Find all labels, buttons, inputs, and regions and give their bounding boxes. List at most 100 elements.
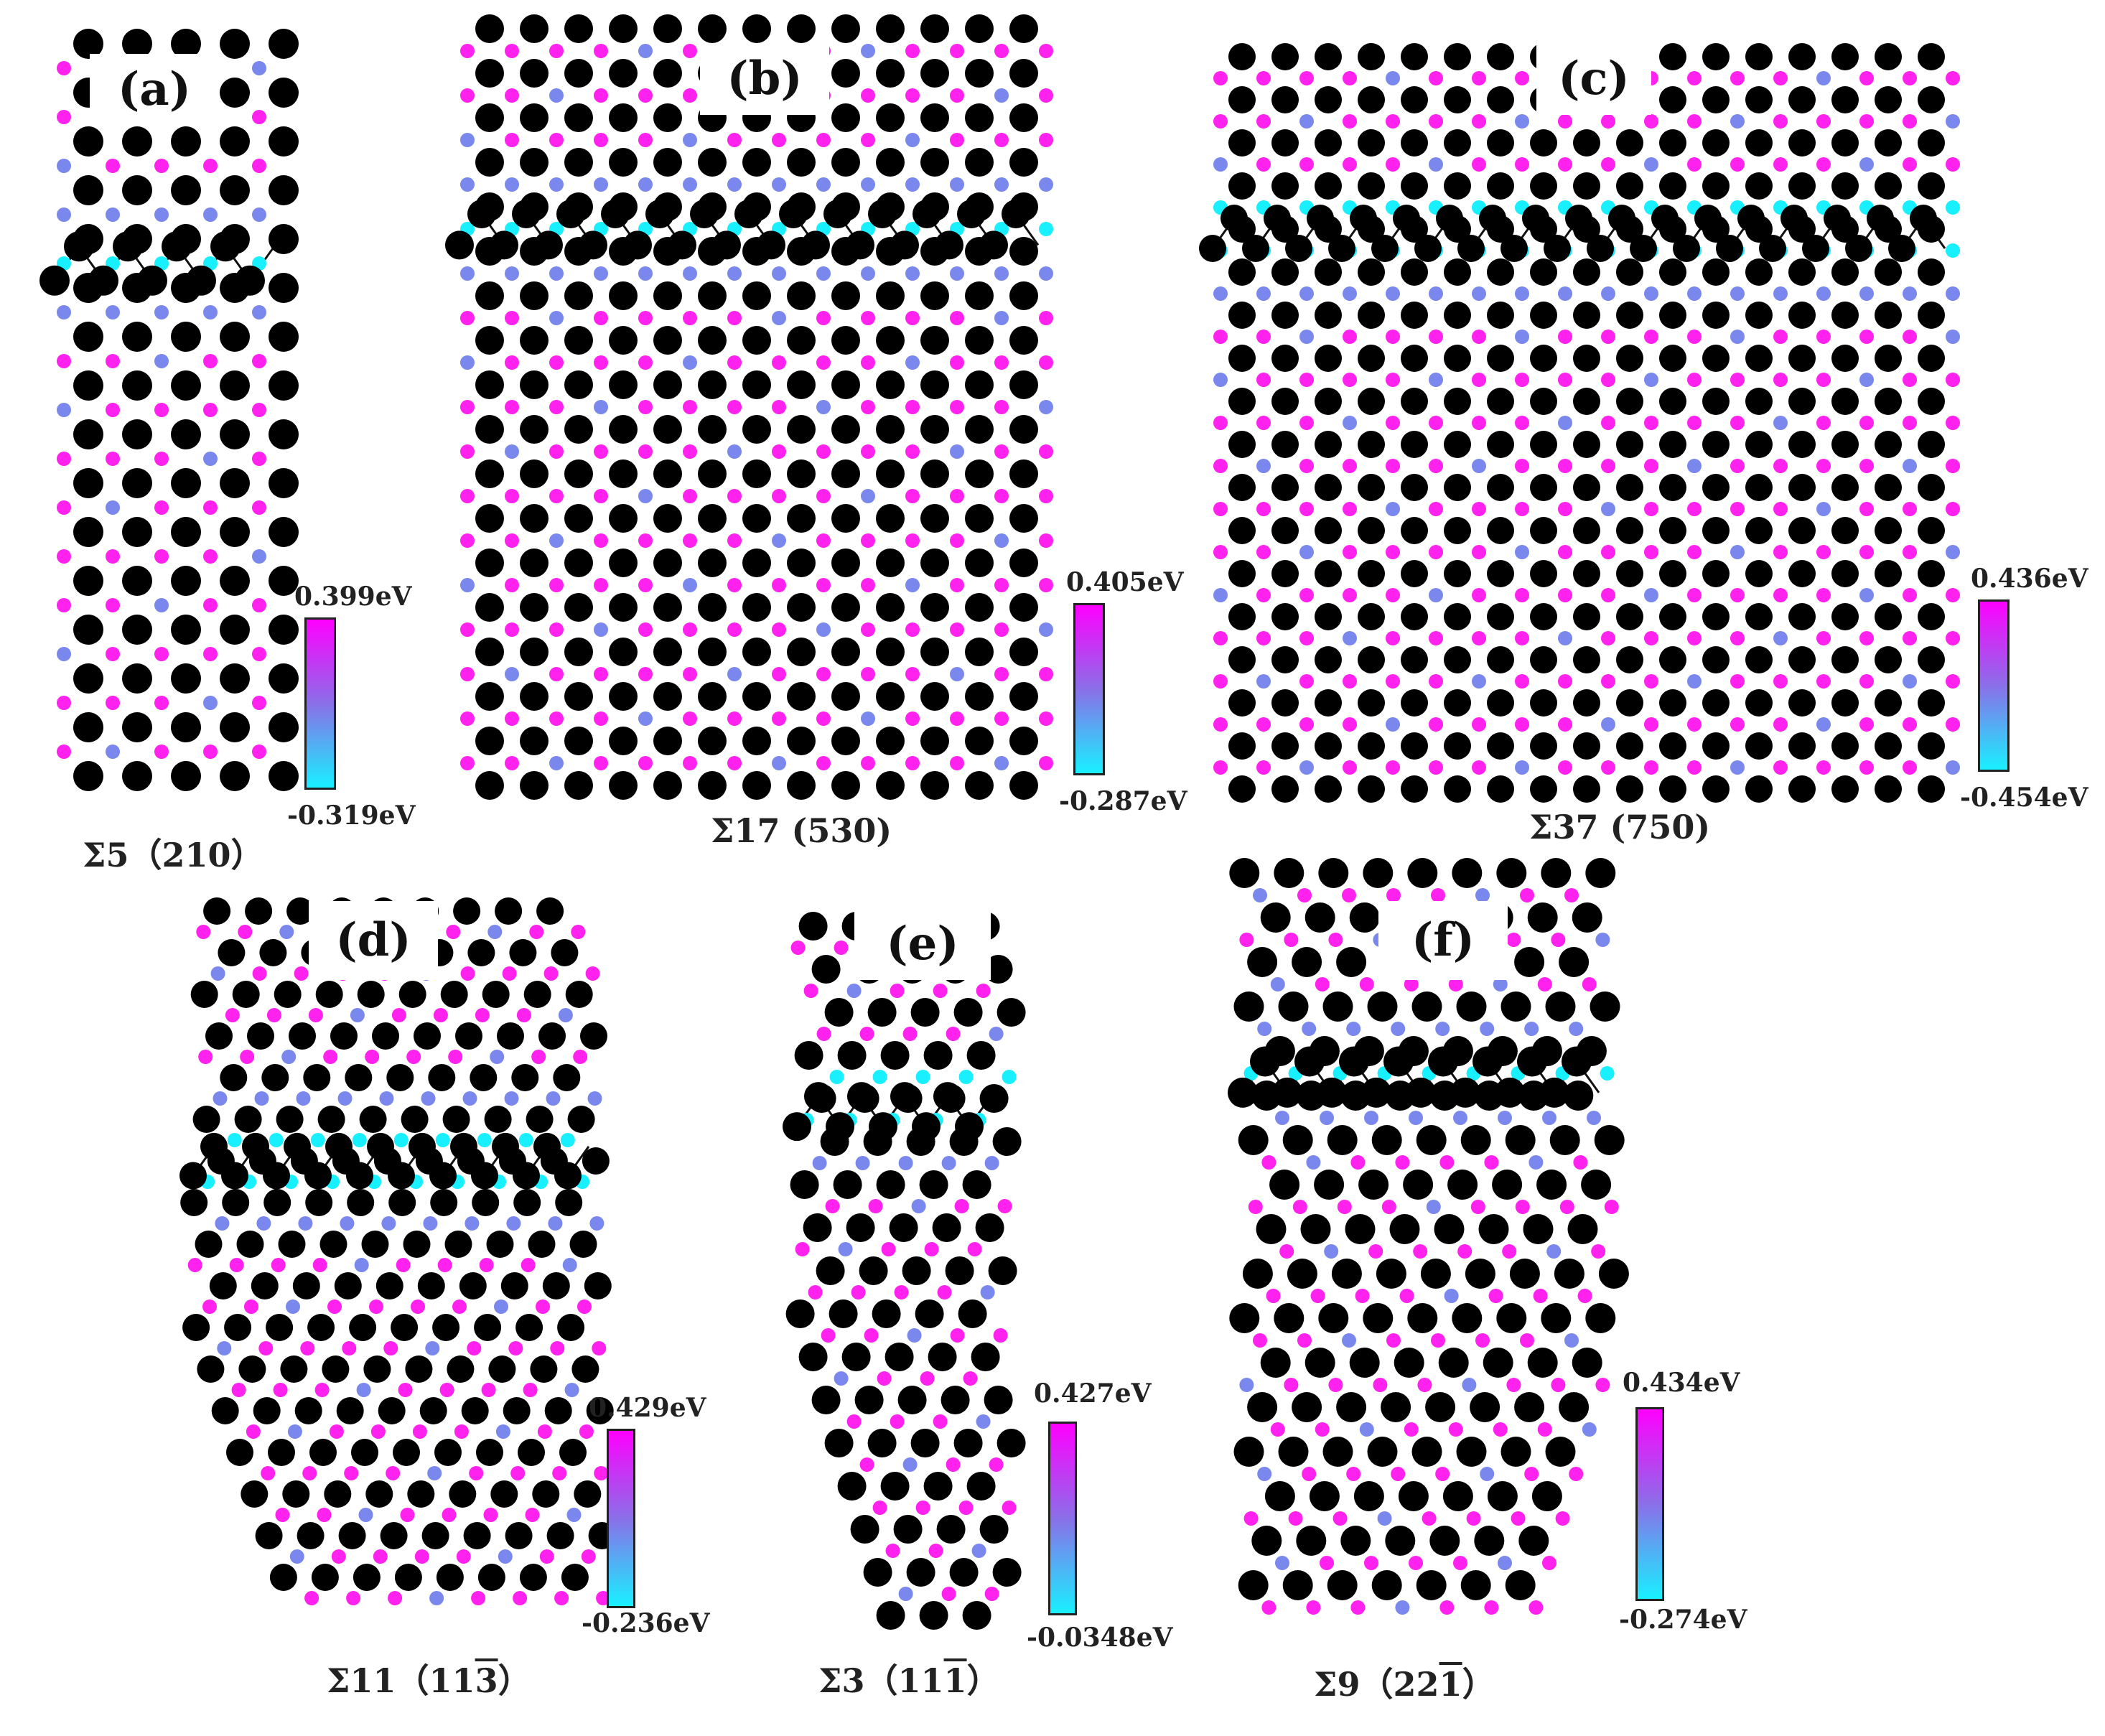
small-atom (772, 177, 786, 192)
small-atom (1429, 286, 1443, 301)
small-atom (1687, 674, 1702, 689)
small-atom (1644, 157, 1658, 172)
large-atom (195, 1231, 223, 1258)
large-atom (503, 1397, 531, 1424)
large-atom (1228, 560, 1256, 587)
large-atom (1530, 431, 1557, 458)
large-atom (1358, 345, 1385, 372)
large-atom (269, 712, 299, 742)
gb-atom (1737, 205, 1765, 232)
colorbar-min-e: -0.0348eV (1027, 1623, 1173, 1653)
large-atom (171, 29, 201, 59)
large-atom (1487, 345, 1514, 372)
small-atom (1859, 286, 1874, 301)
large-atom (1831, 302, 1859, 329)
large-atom (698, 504, 727, 533)
large-atom (1376, 1259, 1406, 1289)
large-atom (1745, 646, 1773, 673)
small-atom (1239, 933, 1254, 947)
atom-lattice-c (1199, 43, 1960, 803)
small-atom (1946, 588, 1960, 602)
small-atom (502, 966, 517, 981)
small-atom (683, 266, 697, 281)
small-atom (1558, 674, 1572, 689)
small-atom (1409, 1111, 1423, 1125)
large-atom (609, 14, 638, 43)
small-atom (1601, 631, 1615, 645)
small-atom (549, 533, 564, 548)
large-atom (1918, 474, 1945, 501)
small-atom (1213, 674, 1228, 689)
small-atom (1417, 1378, 1432, 1392)
large-atom (1659, 732, 1686, 760)
large-atom (1358, 560, 1385, 587)
large-atom (518, 1439, 545, 1466)
large-atom (1531, 1481, 1562, 1511)
large-atom (609, 148, 638, 177)
large-atom (1228, 431, 1256, 458)
large-atom (171, 566, 201, 596)
large-atom (1918, 689, 1945, 717)
small-atom (289, 1549, 304, 1564)
small-atom (877, 1371, 892, 1386)
large-atom (1009, 237, 1038, 266)
small-atom (202, 1299, 217, 1314)
large-atom (220, 517, 250, 547)
small-atom (1903, 71, 1917, 85)
large-atom (1228, 86, 1256, 113)
large-atom (1271, 603, 1299, 630)
small-atom (1595, 933, 1610, 947)
large-atom (220, 1064, 248, 1091)
gb-atom (1910, 205, 1937, 232)
large-atom (1282, 1570, 1313, 1600)
large-atom (837, 1041, 867, 1070)
small-atom (1946, 416, 1960, 430)
small-atom (1213, 71, 1228, 85)
gb-atom (388, 1162, 415, 1190)
small-atom (1816, 717, 1831, 732)
gb-atom (534, 230, 563, 260)
small-atom (460, 177, 475, 192)
small-atom (549, 444, 564, 459)
gb-atom (913, 200, 941, 228)
small-atom (477, 1133, 492, 1147)
large-atom (1745, 129, 1773, 157)
large-atom (1487, 646, 1514, 673)
small-atom (1039, 177, 1053, 192)
large-atom (1745, 172, 1773, 200)
small-atom (1429, 588, 1443, 602)
small-atom (963, 1371, 978, 1386)
small-atom (210, 966, 225, 981)
small-atom (57, 696, 71, 710)
large-atom (378, 1397, 406, 1424)
small-atom (638, 266, 653, 281)
colorbar-max-c: 0.436eV (1971, 564, 2088, 594)
large-atom (1573, 603, 1600, 630)
small-atom (727, 444, 742, 459)
large-atom (1616, 302, 1643, 329)
large-atom (609, 727, 638, 755)
large-atom (475, 638, 504, 666)
small-atom (594, 311, 608, 325)
large-atom (1875, 603, 1902, 630)
large-atom (564, 326, 593, 355)
small-atom (872, 1501, 887, 1515)
large-atom (837, 1472, 867, 1501)
small-atom (287, 1424, 302, 1439)
gb-atom (868, 200, 897, 228)
small-atom (539, 1549, 554, 1564)
small-atom (1302, 1022, 1317, 1036)
large-atom (941, 1386, 970, 1414)
caption-sigma-e: Σ3 (818, 1661, 865, 1700)
colorbar-gradient-a (304, 617, 336, 790)
small-atom (994, 88, 1009, 103)
large-atom (557, 1314, 585, 1341)
small-atom (994, 578, 1009, 592)
small-atom (905, 622, 920, 637)
caption-tail-f: ） (1462, 1665, 1495, 1704)
large-atom (192, 1106, 220, 1133)
large-atom (236, 1231, 264, 1258)
small-atom (1816, 631, 1831, 645)
gb-atom (757, 230, 785, 260)
large-atom (1304, 1348, 1335, 1378)
